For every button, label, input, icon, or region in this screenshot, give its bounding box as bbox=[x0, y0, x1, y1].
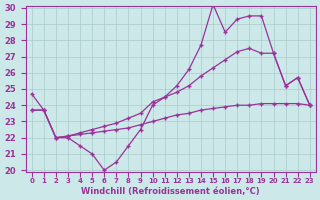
X-axis label: Windchill (Refroidissement éolien,°C): Windchill (Refroidissement éolien,°C) bbox=[81, 187, 260, 196]
